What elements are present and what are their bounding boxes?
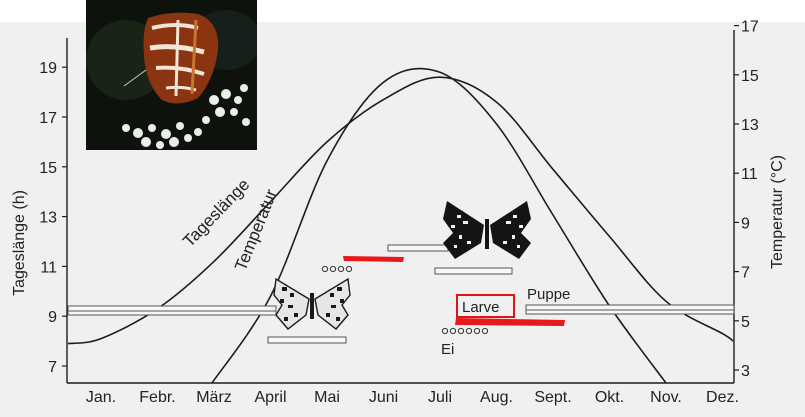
month-label: Nov. [650, 389, 682, 406]
stage-bar-pupa-spring [267, 336, 347, 344]
month-label: Mai [314, 389, 340, 406]
left-axis-ticks: 7 9 11 13 15 17 19 [39, 60, 67, 376]
stage-label-larve: Larve [462, 299, 500, 316]
stage-label-ei: Ei [441, 341, 454, 358]
left-tick-label: 7 [48, 359, 57, 376]
left-tick-label: 19 [39, 60, 57, 77]
right-tick-label: 13 [741, 117, 759, 134]
month-label: Juni [369, 389, 398, 406]
larve-highlight-box [456, 294, 515, 318]
right-tick-label: 7 [741, 265, 750, 282]
month-label: Jan. [86, 389, 116, 406]
stage-label-puppe: Puppe [527, 286, 570, 303]
month-label: Okt. [595, 389, 624, 406]
generation-bar-left [67, 305, 277, 312]
right-tick-label: 17 [741, 19, 759, 36]
egg-markers-spring [321, 265, 353, 273]
stage-bar-summer-1 [387, 244, 449, 252]
left-tick-label: 15 [39, 160, 57, 177]
right-tick-label: 9 [741, 215, 750, 232]
left-tick-label: 9 [48, 309, 57, 326]
month-label: Sept. [534, 389, 571, 406]
month-label: Aug. [480, 389, 513, 406]
butterfly-wings-photo [143, 12, 219, 104]
generation-bar-right-2 [525, 309, 735, 315]
right-tick-label: 11 [741, 166, 758, 183]
stage-bar-summer-2 [434, 267, 513, 275]
month-label: März [196, 389, 232, 406]
series-line-temperatur [211, 67, 667, 384]
month-label: Dez. [706, 389, 739, 406]
red-bar-larva [455, 318, 565, 326]
left-axis-label: Tageslänge (h) [11, 190, 28, 296]
generation-bar-right [525, 304, 735, 311]
right-tick-label: 3 [741, 363, 750, 380]
right-tick-label: 5 [741, 314, 750, 331]
month-label: Juli [428, 389, 452, 406]
egg-markers-summer [441, 327, 489, 335]
butterfly-photo [86, 0, 257, 150]
month-label: April [254, 389, 286, 406]
right-axis-ticks: 35791113151719 [734, 19, 759, 380]
right-axis-label: Temperatur (°C) [769, 155, 786, 269]
month-labels: Jan. Febr. März April Mai Juni Juli Aug. Sept. Ok… [86, 389, 739, 406]
left-tick-label: 11 [40, 259, 57, 276]
left-tick-label: 17 [39, 110, 57, 127]
butterfly-summer-form-icon [443, 201, 531, 259]
month-label: Febr. [139, 389, 175, 406]
series-line-tageslaenge [67, 76, 734, 345]
generation-bar-left-2 [67, 310, 277, 316]
red-bar-egg-spring [343, 256, 404, 262]
left-tick-label: 13 [39, 210, 57, 227]
butterfly-spring-form-icon [273, 277, 351, 330]
right-tick-label: 15 [741, 68, 759, 85]
